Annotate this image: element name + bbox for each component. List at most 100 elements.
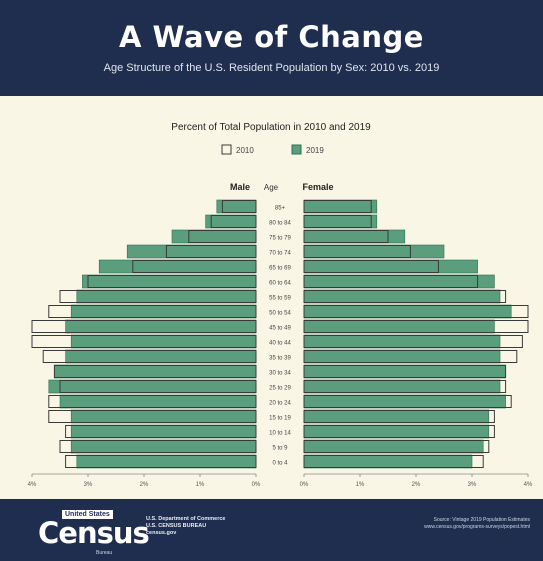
header-banner: A Wave of Change Age Structure of the U.…: [0, 0, 543, 96]
age-label: 80 to 84: [269, 221, 291, 227]
bar-male-2019: [70, 424, 257, 439]
bar-male-2010: [65, 425, 257, 438]
age-label: 30 to 34: [269, 371, 291, 377]
bar-female-2010: [303, 230, 389, 243]
bar-male-2010: [31, 320, 257, 333]
age-label: 60 to 64: [269, 281, 291, 287]
bars-group: [31, 199, 529, 469]
department-text: U.S. Department of Commerce U.S. CENSUS …: [146, 516, 286, 537]
bar-male-2010: [188, 230, 257, 243]
age-label: 40 to 44: [269, 341, 291, 347]
legend-label-2019: 2019: [306, 146, 324, 155]
bar-male-2010: [31, 335, 257, 348]
axis-tick-label: 1%: [356, 482, 365, 488]
bar-male-2010: [59, 380, 257, 393]
bar-female-2019: [303, 304, 512, 319]
footer-banner: [0, 499, 543, 561]
bar-male-2010: [59, 440, 257, 453]
bar-male-2010: [48, 395, 257, 408]
age-label: 0 to 4: [272, 461, 288, 467]
male-side-label: Male: [230, 182, 250, 192]
bar-male-2010: [221, 200, 257, 213]
age-labels-group: 85+ 80 to 84 75 to 79 70 to 74 65 to 69 60 to…: [269, 206, 291, 467]
bar-female-2019: [303, 274, 495, 289]
axis-tick-label: 2%: [412, 482, 421, 488]
bar-male-2019: [82, 274, 257, 289]
dept-line: U.S. Department of Commerce: [146, 516, 226, 522]
legend-label-2010: 2010: [236, 146, 254, 155]
age-label: 55 to 59: [269, 296, 291, 302]
source-line: Source: Vintage 2019 Population Estimate…: [433, 517, 530, 523]
axis-tick-label: 2%: [140, 482, 149, 488]
bar-female-2019: [303, 334, 501, 349]
bar-male-2019: [70, 334, 257, 349]
bar-male-2019: [70, 409, 257, 424]
bar-female-2019: [303, 229, 406, 244]
logo-wordmark: Census: [38, 516, 150, 550]
bar-female-2019: [303, 244, 445, 259]
bar-male-2019: [171, 229, 257, 244]
bar-female-2010: [303, 290, 507, 303]
census-logo: United States Census Bureau: [38, 507, 150, 557]
axis-tick-label: 3%: [468, 482, 477, 488]
bar-male-2019: [59, 394, 257, 409]
bar-female-2010: [303, 305, 529, 318]
age-label: 10 to 14: [269, 431, 291, 437]
bar-female-2019: [303, 424, 490, 439]
age-label: 5 to 9: [272, 446, 288, 452]
age-label: 25 to 29: [269, 386, 291, 392]
bar-female-2019: [303, 379, 501, 394]
x-axis: 4% 3% 2% 1% 0% 0% 1% 2% 3% 4%: [28, 473, 533, 488]
bar-female-2019: [303, 394, 506, 409]
infographic-subtitle: Age Structure of the U.S. Resident Popul…: [103, 62, 440, 74]
axis-tick-label: 1%: [196, 482, 205, 488]
bar-female-2019: [303, 349, 501, 364]
bar-male-2019: [65, 349, 257, 364]
bar-male-2019: [76, 289, 257, 304]
population-pyramid-chart: Percent of Total Population in 2010 and …: [28, 122, 533, 488]
bar-female-2010: [303, 380, 507, 393]
bar-male-2019: [54, 364, 257, 379]
logo-top-text: United States: [62, 510, 113, 519]
bar-male-2010: [48, 410, 257, 423]
axis-tick-label: 0%: [252, 482, 261, 488]
bar-female-2010: [303, 455, 484, 468]
bar-male-2010: [65, 455, 257, 468]
infographic-title: A Wave of Change: [119, 20, 424, 54]
chart-title: Percent of Total Population in 2010 and …: [171, 122, 371, 133]
legend: 2010 2019: [221, 144, 324, 155]
bar-female-2019: [303, 214, 378, 229]
age-label: 50 to 54: [269, 311, 291, 317]
bar-female-2010: [303, 200, 372, 213]
age-label: 35 to 39: [269, 356, 291, 362]
bar-female-2010: [303, 365, 507, 378]
age-label: 70 to 74: [269, 251, 291, 257]
female-side-label: Female: [302, 182, 333, 192]
bar-female-2019: [303, 364, 506, 379]
bar-male-2010: [210, 215, 257, 228]
age-column-label: Age: [264, 183, 279, 192]
bar-female-2010: [303, 245, 411, 258]
bar-female-2019: [303, 199, 378, 214]
age-label: 20 to 24: [269, 401, 291, 407]
age-label: 75 to 79: [269, 236, 291, 242]
bar-male-2010: [42, 350, 257, 363]
dept-line: census.gov: [146, 530, 177, 536]
bar-male-2019: [70, 304, 257, 319]
bar-female-2010: [303, 260, 439, 273]
bar-male-2010: [48, 305, 257, 318]
legend-swatch-2019: [291, 144, 302, 155]
bar-male-2019: [98, 259, 257, 274]
age-label: 45 to 49: [269, 326, 291, 332]
bar-male-2019: [126, 244, 257, 259]
bar-female-2010: [303, 320, 529, 333]
age-label: 65 to 69: [269, 266, 291, 272]
bar-female-2010: [303, 275, 479, 288]
bar-male-2010: [165, 245, 257, 258]
bar-female-2010: [303, 425, 495, 438]
age-label: 15 to 19: [269, 416, 291, 422]
bar-male-2010: [87, 275, 257, 288]
bar-female-2010: [303, 395, 512, 408]
axis-tick-label: 3%: [84, 482, 93, 488]
